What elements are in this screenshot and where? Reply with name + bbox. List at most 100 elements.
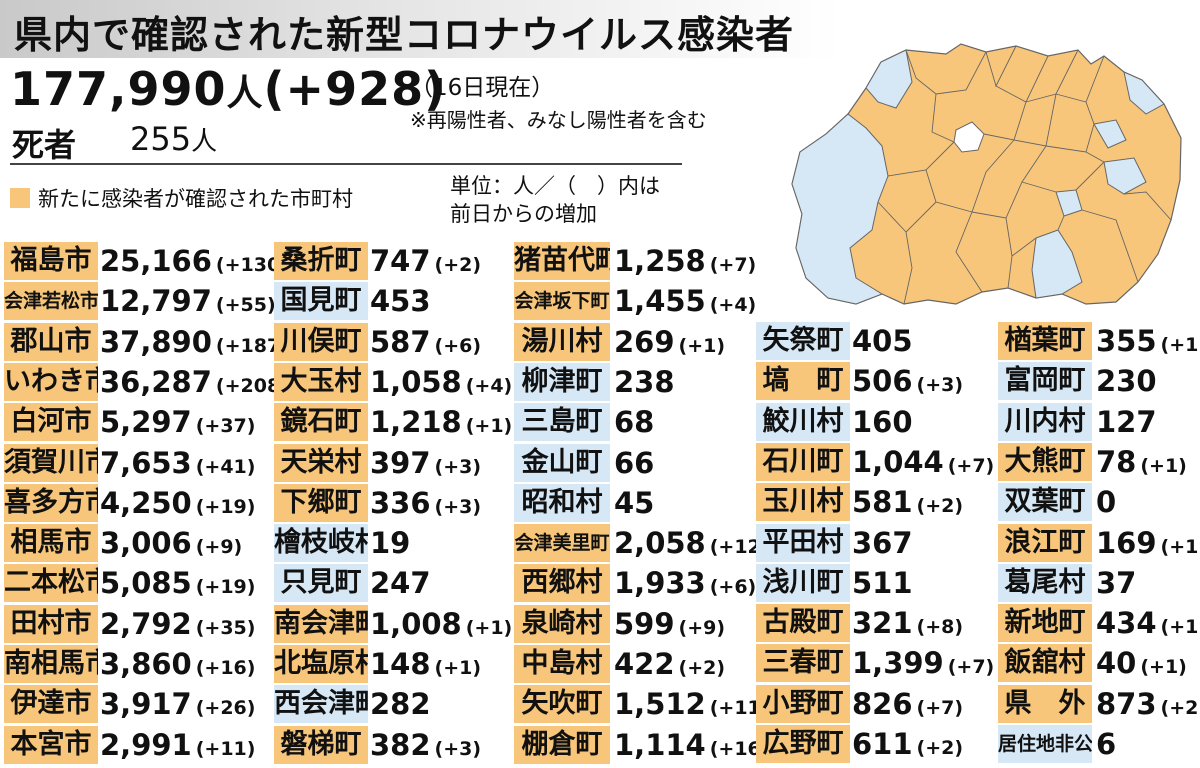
case-count: 397	[370, 445, 431, 480]
case-increase: (+37)	[195, 415, 256, 438]
municipality-cases: 581 (+2)	[852, 483, 963, 521]
municipality-name: 本宮市	[4, 725, 98, 764]
municipality-name: 鏡石町	[274, 403, 368, 442]
municipality-name: 金山町	[514, 443, 610, 482]
case-count: 367	[852, 525, 913, 560]
municipality-cases: 45	[614, 484, 654, 522]
case-count: 1,512	[614, 687, 706, 722]
case-count: 1,114	[614, 727, 706, 762]
municipality-name: 天栄村	[274, 443, 368, 482]
case-increase: (+3)	[434, 455, 482, 478]
case-count: 4,250	[100, 485, 192, 520]
municipality-cases: 336 (+3)	[370, 484, 481, 522]
municipality-cases: 511	[852, 564, 913, 602]
case-count: 1,044	[852, 444, 944, 479]
case-count: 148	[370, 647, 431, 681]
municipality-cases: 19	[370, 524, 410, 562]
municipality-cases: 160	[852, 403, 913, 441]
municipality-name: 広野町	[756, 725, 850, 763]
municipality-cases: 12,797 (+55)	[100, 282, 276, 320]
case-count: 282	[370, 687, 431, 722]
municipality-cases: 506 (+3)	[852, 362, 963, 400]
municipality-name: 飯舘村	[998, 644, 1092, 683]
municipality-cases: 1,044 (+7)	[852, 443, 994, 481]
case-increase: (+3)	[916, 374, 964, 397]
map-east-region-1	[1123, 71, 1165, 115]
municipality-name: 県 外	[998, 684, 1092, 723]
case-increase: (+9)	[195, 536, 243, 559]
municipality-cases: 382 (+3)	[370, 726, 481, 764]
case-count: 5,297	[100, 405, 192, 440]
case-count: 127	[1096, 404, 1157, 439]
municipality-name: 相馬市	[4, 524, 98, 563]
case-increase: (+8)	[916, 616, 964, 639]
municipality-cases: 282	[370, 685, 431, 723]
municipality-cases: 37	[1096, 564, 1136, 602]
municipality-name: いわき市	[4, 362, 98, 401]
municipality-name: 居住地非公表	[998, 725, 1092, 763]
case-increase: (+1)	[434, 657, 482, 679]
case-count: 1,455	[614, 284, 706, 319]
municipality-cases: 873(+2)	[1096, 685, 1200, 723]
case-count: 37,890	[100, 324, 212, 359]
municipality-cases: 1,114 (+16)	[614, 726, 769, 764]
case-count: 336	[370, 485, 431, 520]
prefecture-map	[791, 43, 1182, 305]
case-count: 66	[614, 445, 655, 480]
municipality-name: 二本松市	[4, 564, 98, 603]
case-count: 611	[852, 727, 913, 761]
municipality-cases: 3,917 (+26)	[100, 685, 255, 723]
municipality-cases: 1,399 (+7)	[852, 644, 994, 682]
municipality-cases: 36,287 (+208)	[100, 363, 289, 401]
case-count: 2,058	[614, 526, 706, 561]
total-unit: 人	[226, 73, 264, 114]
case-count: 506	[852, 364, 913, 399]
case-count: 19	[370, 526, 411, 561]
municipality-name: 南相馬市	[4, 645, 98, 683]
municipality-cases: 169(+1)	[1096, 524, 1200, 562]
case-increase: (+1)	[1140, 656, 1187, 679]
case-count: 747	[370, 244, 431, 278]
municipality-name: 北塩原村	[274, 645, 368, 683]
case-count: 453	[370, 284, 431, 319]
municipality-name: 泉崎村	[514, 604, 610, 643]
municipality-name: 石川町	[756, 442, 850, 481]
case-count: 434	[1096, 606, 1157, 641]
case-count: 1,399	[852, 646, 944, 681]
municipality-name: 大熊町	[998, 442, 1092, 481]
municipality-name: 磐梯町	[274, 725, 368, 764]
municipality-cases: 1,058 (+4)	[370, 363, 512, 401]
municipality-name: 猪苗代町	[514, 242, 610, 280]
case-count: 6	[1096, 727, 1117, 761]
map-north-region	[865, 49, 913, 109]
case-count: 1,218	[370, 405, 462, 440]
municipality-cases: 5,085 (+19)	[100, 564, 255, 602]
map-borders	[877, 45, 1172, 305]
municipality-cases: 4,250 (+19)	[100, 484, 255, 522]
municipality-name: 小野町	[756, 684, 850, 723]
case-count: 422	[614, 647, 675, 681]
case-count: 269	[614, 324, 675, 359]
municipality-cases: 2,792 (+35)	[100, 605, 255, 643]
municipality-cases: 1,218 (+1)	[370, 403, 512, 441]
municipality-cases: 230	[1096, 362, 1157, 400]
map-east-region-3	[1103, 157, 1147, 195]
case-increase: (+26)	[195, 697, 256, 720]
municipality-name: 浅川町	[756, 563, 850, 602]
case-count: 2,792	[100, 606, 192, 641]
inclusion-note: ※再陽性者、みなし陽性者を含む	[410, 108, 707, 132]
case-count: 25,166	[100, 244, 212, 278]
municipality-name: 双葉町	[998, 483, 1092, 522]
case-count: 0	[1096, 485, 1117, 520]
municipality-cases: 1,512 (+11)	[614, 685, 769, 723]
case-count: 36,287	[100, 364, 212, 399]
case-count: 7,653	[100, 445, 192, 480]
case-increase: (+2)	[916, 495, 964, 518]
case-count: 230	[1096, 364, 1157, 399]
case-count: 3,917	[100, 687, 192, 722]
case-increase: (+1)	[465, 415, 513, 438]
case-count: 3,006	[100, 526, 192, 561]
case-increase: (+16)	[195, 657, 256, 679]
municipality-cases: 453	[370, 282, 431, 320]
case-increase: (+6)	[709, 576, 757, 599]
